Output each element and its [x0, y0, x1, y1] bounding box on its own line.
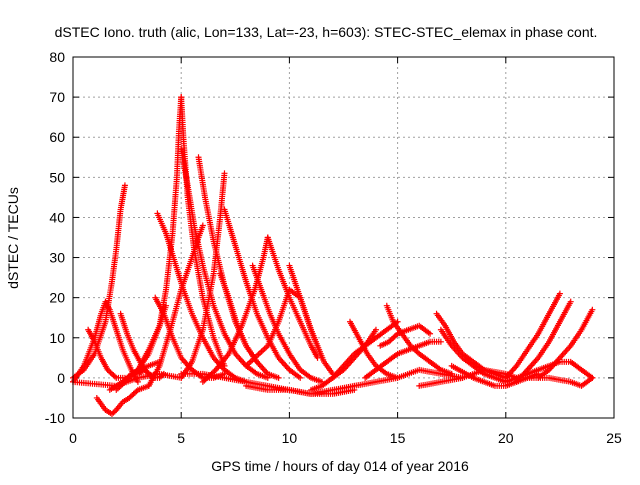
- series-16: [221, 206, 304, 381]
- x-tick-label: 15: [390, 430, 406, 446]
- data-point: [372, 326, 379, 333]
- x-tick-label: 10: [282, 430, 298, 446]
- x-tick-label: 0: [69, 430, 77, 446]
- series-29: [377, 322, 434, 349]
- y-tick-label: 80: [49, 49, 65, 65]
- series-26: [329, 318, 401, 381]
- y-tick-label: 20: [49, 290, 65, 306]
- data-point: [427, 330, 434, 337]
- plot-frame: [72, 56, 615, 419]
- data-point: [567, 298, 574, 305]
- series-30: [362, 338, 444, 381]
- series-23: [70, 370, 185, 389]
- series-24: [243, 382, 358, 397]
- series-10: [178, 94, 228, 369]
- series-28: [383, 302, 455, 377]
- y-tick-label: 10: [49, 330, 65, 346]
- y-tick-label: 50: [49, 169, 65, 185]
- data-point: [275, 374, 282, 381]
- data-point: [221, 170, 228, 177]
- data-point: [121, 182, 128, 189]
- data-point: [199, 222, 206, 229]
- plot-area: [70, 94, 596, 417]
- data-point: [437, 338, 444, 345]
- y-tick-label: 40: [49, 209, 65, 225]
- data-point: [589, 374, 596, 381]
- series-27: [346, 318, 401, 381]
- series-21: [286, 262, 336, 377]
- y-tick-label: 60: [49, 129, 65, 145]
- y-tick-label: 70: [49, 89, 65, 105]
- series-36: [502, 290, 563, 381]
- x-tick-label: 5: [177, 430, 185, 446]
- data-point: [297, 374, 304, 381]
- y-tick-label: 0: [57, 370, 65, 386]
- series-14: [178, 170, 228, 381]
- series-3: [93, 382, 152, 417]
- x-axis-label: GPS time / hours of day 014 of year 2016: [211, 458, 469, 474]
- series-9: [134, 94, 185, 373]
- series-13: [195, 154, 260, 365]
- y-tick-label: 30: [49, 250, 65, 266]
- series-39: [502, 358, 596, 385]
- x-tick-label: 20: [498, 430, 514, 446]
- x-tick-label: 25: [606, 430, 622, 446]
- series-40: [524, 374, 596, 389]
- chart-title: dSTEC Iono. truth (alic, Lon=133, Lat=-2…: [55, 24, 598, 40]
- data-point: [221, 362, 228, 369]
- y-tick-label: -10: [45, 410, 65, 426]
- data-point: [556, 290, 563, 297]
- y-axis-label: dSTEC / TECUs: [5, 187, 21, 289]
- data-point: [589, 306, 596, 313]
- data-point: [163, 302, 170, 309]
- data-point: [178, 374, 185, 381]
- series-37: [513, 298, 574, 385]
